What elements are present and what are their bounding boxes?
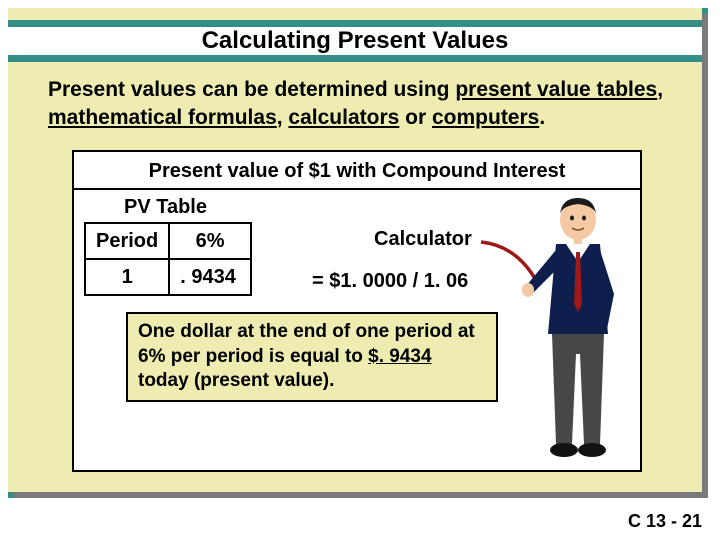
- explanation-box: One dollar at the end of one period at 6…: [126, 312, 498, 402]
- pv-row1-value: . 9434: [169, 259, 251, 295]
- pv-table: Period 6% 1 . 9434: [84, 222, 252, 296]
- explain-t2: today (present value).: [138, 370, 334, 391]
- intro-u1: present value tables: [455, 78, 657, 101]
- explain-u1: $. 9434: [368, 346, 431, 367]
- intro-u3: calculators: [288, 106, 399, 129]
- businessman-icon: [522, 194, 634, 464]
- pv-row1-period: 1: [85, 259, 169, 295]
- intro-sep2: ,: [277, 106, 289, 129]
- intro-prefix: Present values can be determined using: [48, 78, 455, 101]
- intro-u2: mathematical formulas: [48, 106, 277, 129]
- intro-u4: computers: [432, 106, 539, 129]
- intro-sep1: ,: [657, 78, 663, 101]
- intro-suffix: .: [539, 106, 545, 129]
- page-number: C 13 - 21: [628, 511, 702, 532]
- pv-col-rate: 6%: [169, 223, 251, 259]
- pv-table-label: PV Table: [124, 196, 207, 219]
- outer-frame: Calculating Present Values Present value…: [8, 8, 708, 498]
- intro-sep3: or: [399, 106, 432, 129]
- calculator-label: Calculator: [374, 228, 472, 251]
- pv-col-period: Period: [85, 223, 169, 259]
- divider: [74, 188, 640, 190]
- title-bar: Calculating Present Values: [8, 20, 702, 62]
- content-box: Present value of $1 with Compound Intere…: [72, 150, 642, 472]
- pv-heading: Present value of $1 with Compound Intere…: [74, 160, 640, 183]
- title-text: Calculating Present Values: [202, 27, 509, 54]
- intro-text: Present values can be determined using p…: [48, 76, 668, 133]
- calculator-expression: = $1. 0000 / 1. 06: [312, 270, 468, 293]
- inner-panel: Calculating Present Values Present value…: [8, 8, 702, 492]
